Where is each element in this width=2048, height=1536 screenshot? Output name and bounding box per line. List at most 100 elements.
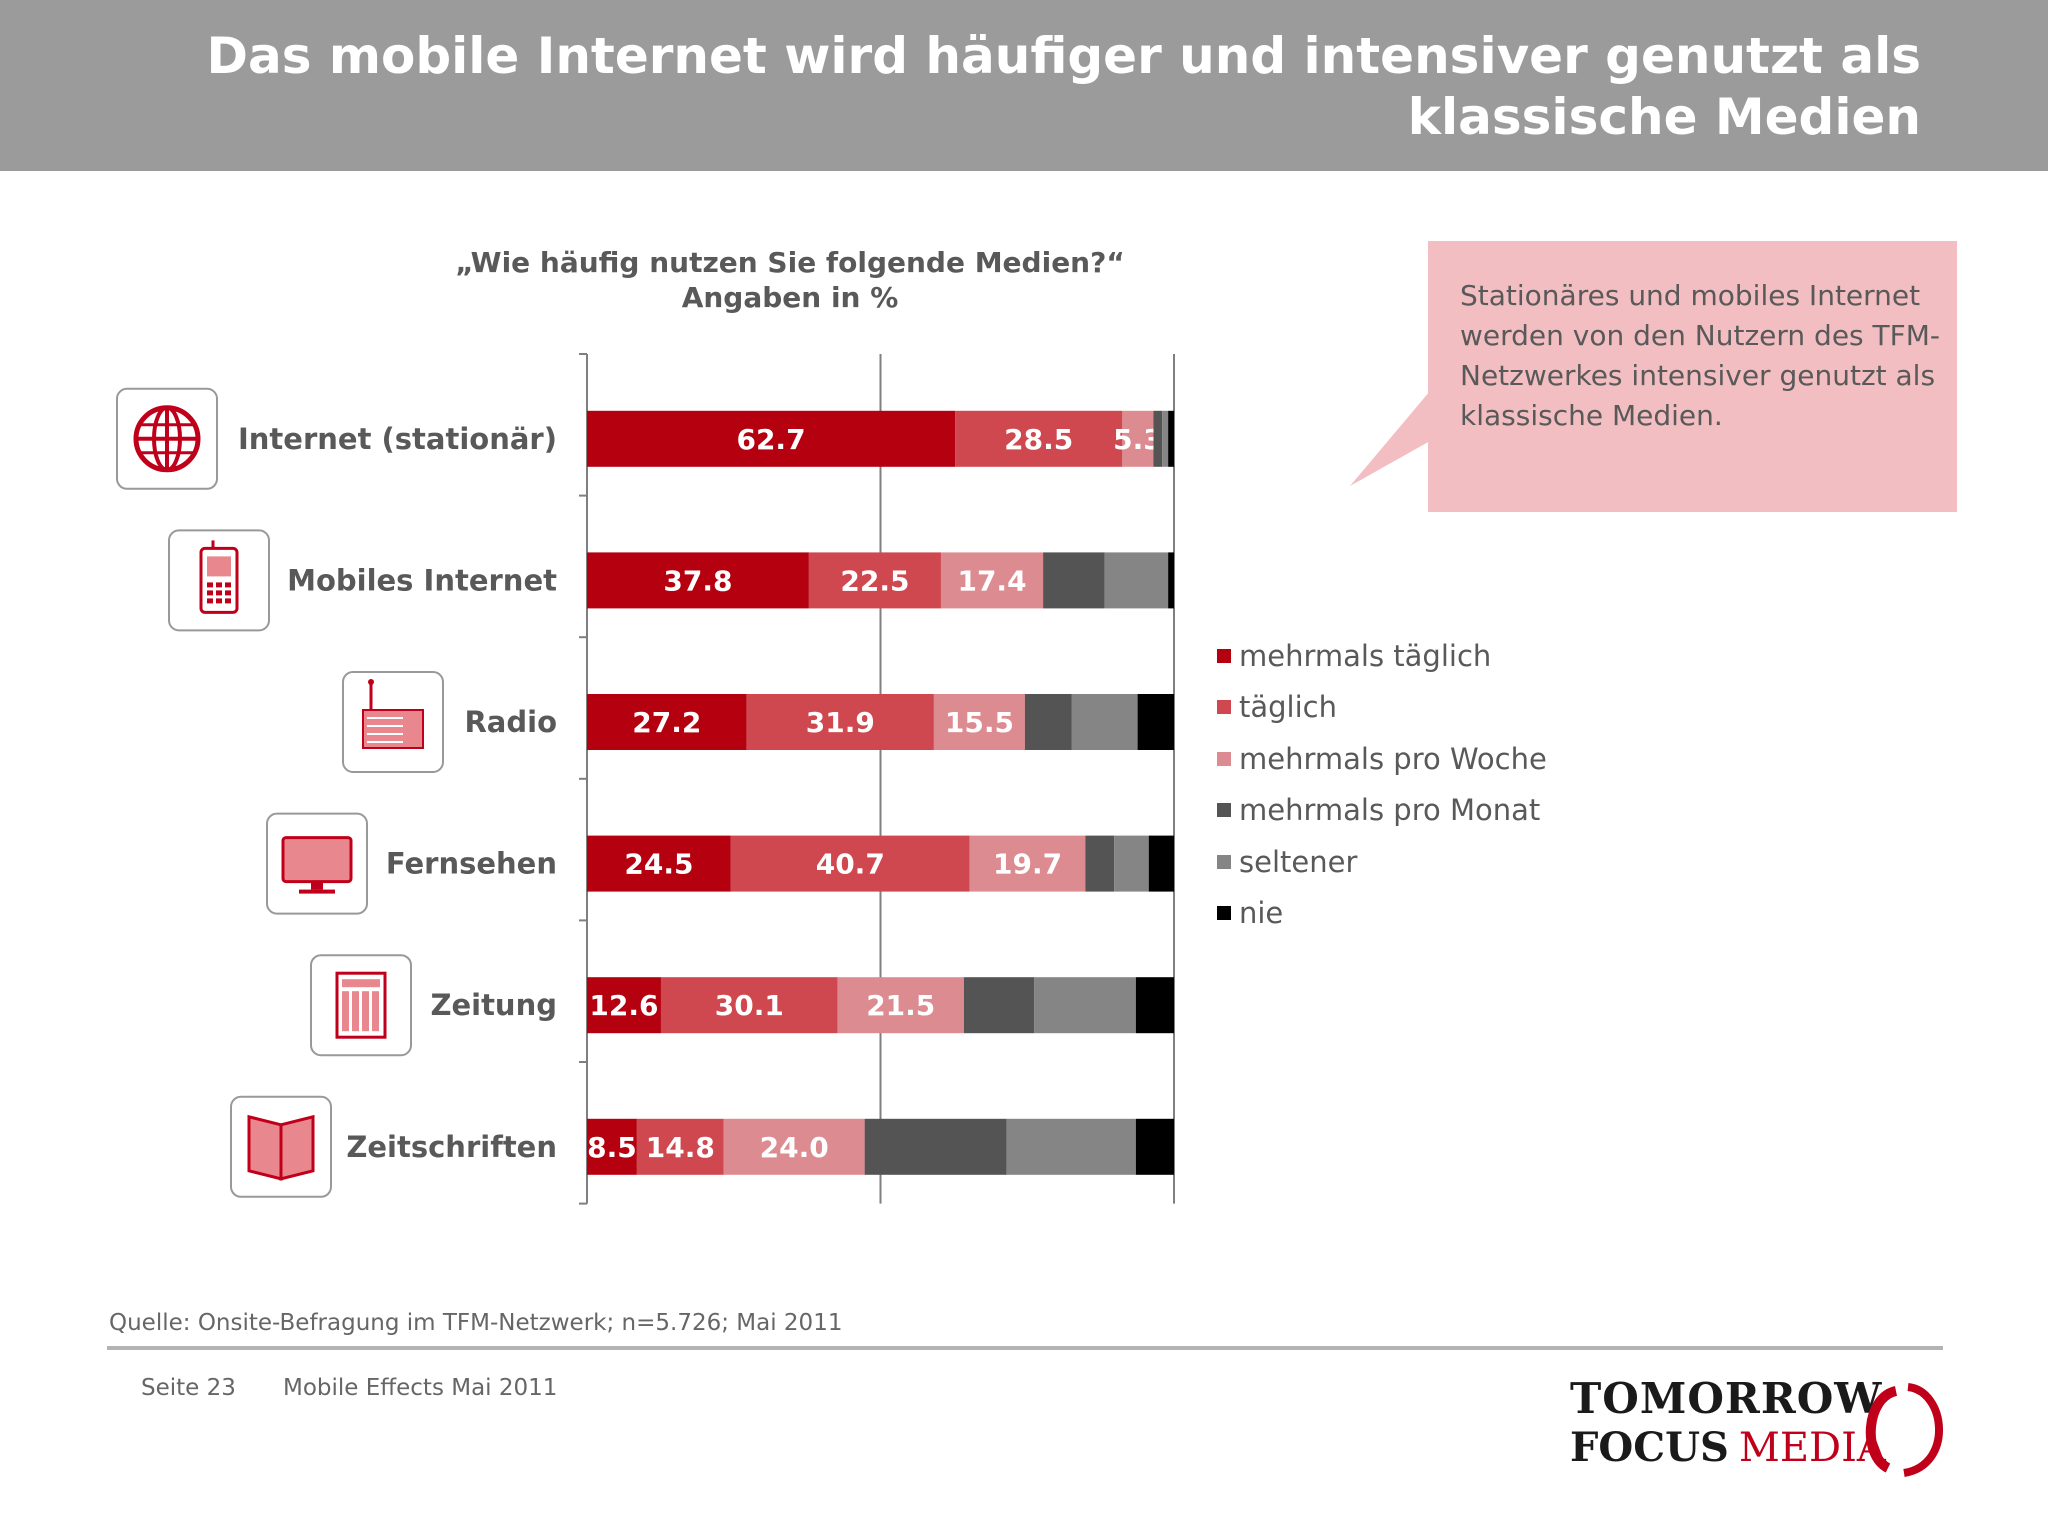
newspaper-icon — [310, 954, 412, 1057]
legend-item: seltener — [1217, 836, 1547, 888]
bar-segment — [1135, 1118, 1174, 1175]
legend-label: mehrmals pro Monat — [1239, 793, 1541, 828]
callout-pointer — [1350, 391, 1430, 486]
data-label: 31.9 — [806, 706, 875, 739]
bar-segment — [723, 1118, 865, 1175]
bar-segment — [1168, 410, 1174, 467]
legend-swatch — [1217, 648, 1231, 663]
bar-segment — [1153, 410, 1163, 467]
chart-question: „Wie häufig nutzen Sie folgende Medien?“ — [455, 246, 1125, 279]
legend-item: mehrmals täglich — [1217, 630, 1547, 682]
bar-segment — [963, 977, 1035, 1034]
category-label: Internet (stationär) — [238, 422, 557, 456]
bar-segment — [1148, 835, 1174, 892]
bar-segment — [1006, 1118, 1136, 1175]
bar-segment — [955, 410, 1123, 467]
bar-segment — [587, 1118, 637, 1175]
bar-segment — [1114, 835, 1149, 892]
tv-icon — [266, 812, 368, 915]
bar-segment — [1104, 552, 1169, 609]
bar-segment — [636, 1118, 724, 1175]
legend-item: mehrmals pro Woche — [1217, 733, 1547, 785]
legend-item: mehrmals pro Monat — [1217, 785, 1547, 837]
bar-segment — [660, 977, 838, 1034]
chart-subtitle: „Wie häufig nutzen Sie folgende Medien?“… — [380, 245, 1200, 315]
page-title: Das mobile Internet wird häufiger und in… — [206, 27, 1921, 146]
source-note: Quelle: Onsite-Befragung im TFM-Netzwerk… — [109, 1310, 843, 1336]
bar-segment — [940, 552, 1044, 609]
company-logo: TOMORROW FOCUS MEDIA — [1566, 1373, 1946, 1487]
mobile-phone-icon — [168, 529, 270, 632]
data-label: 24.5 — [624, 848, 693, 881]
bar-segment — [587, 835, 731, 892]
bar-segment — [808, 552, 941, 609]
bar-segment — [1071, 694, 1138, 750]
radio-icon — [342, 671, 444, 773]
legend-label: nie — [1239, 896, 1284, 931]
bar-segment — [1122, 410, 1154, 467]
data-label: 8.5 — [587, 1131, 637, 1164]
data-label: 27.2 — [632, 706, 701, 739]
category-label: Zeitschriften — [346, 1130, 557, 1164]
logo-media: MEDIA — [1739, 1425, 1887, 1471]
legend-swatch — [1217, 751, 1231, 766]
data-label: 17.4 — [957, 564, 1026, 597]
legend-item: täglich — [1217, 682, 1547, 734]
data-label: 28.5 — [1004, 423, 1073, 456]
bar-segment — [730, 835, 970, 892]
bar-segment — [587, 410, 956, 467]
category-label: Mobiles Internet — [287, 563, 557, 597]
bar-segment — [1168, 552, 1174, 609]
header-bar: Das mobile Internet wird häufiger und in… — [0, 0, 2048, 171]
document-title: Mobile Effects Mai 2011 — [283, 1375, 558, 1401]
category-label: Zeitung — [430, 988, 557, 1022]
legend-item: nie — [1217, 888, 1547, 940]
legend-swatch — [1217, 906, 1231, 921]
legend-label: seltener — [1239, 844, 1358, 879]
bar-segment — [1162, 410, 1169, 467]
logo-text-line2: FOCUS MEDIA — [1570, 1424, 1887, 1471]
logo-text-line1: TOMORROW — [1570, 1374, 1882, 1423]
category-label: Fernsehen — [386, 847, 557, 881]
data-label: 30.1 — [715, 989, 784, 1022]
footer-divider — [107, 1346, 1943, 1350]
bar-segment — [587, 552, 809, 609]
bar-segment — [933, 694, 1025, 750]
bar-segment — [1043, 552, 1105, 609]
data-label: 62.7 — [736, 423, 805, 456]
legend-label: täglich — [1239, 690, 1337, 725]
logo-focus: FOCUS — [1570, 1424, 1729, 1471]
data-label: 40.7 — [816, 848, 885, 881]
bar-segment — [837, 977, 964, 1034]
data-label: 12.6 — [589, 989, 658, 1022]
globe-icon — [116, 387, 218, 490]
data-label: 15.5 — [945, 706, 1014, 739]
legend-swatch — [1217, 803, 1231, 818]
bar-segment — [1024, 694, 1072, 750]
callout-text: Stationäres und mobiles Internet werden … — [1460, 279, 1941, 432]
data-label: 37.8 — [663, 564, 732, 597]
chart-unit-note: Angaben in % — [681, 281, 899, 314]
category-label: Radio — [464, 705, 557, 739]
data-label: 22.5 — [840, 564, 909, 597]
bar-segment — [864, 1118, 1007, 1175]
chart-legend: mehrmals täglich täglich mehrmals pro Woch… — [1217, 630, 1547, 939]
legend-label: mehrmals täglich — [1239, 638, 1492, 673]
bar-segment — [587, 977, 661, 1034]
data-label: 24.0 — [760, 1131, 829, 1164]
bar-segment — [1085, 835, 1115, 892]
bar-segment — [1034, 977, 1136, 1034]
magazine-icon — [230, 1095, 332, 1198]
legend-label: mehrmals pro Woche — [1239, 741, 1547, 776]
page-number: Seite 23 — [141, 1375, 236, 1401]
bar-segment — [1137, 694, 1174, 750]
bar-segment — [969, 835, 1086, 892]
legend-swatch — [1217, 700, 1231, 715]
legend-swatch — [1217, 854, 1231, 869]
bar-segment — [746, 694, 934, 750]
logo-arc-icon — [1865, 1386, 1898, 1473]
bar-segment — [587, 694, 747, 750]
callout-box — [1428, 241, 1957, 512]
bar-segment — [1135, 977, 1174, 1034]
